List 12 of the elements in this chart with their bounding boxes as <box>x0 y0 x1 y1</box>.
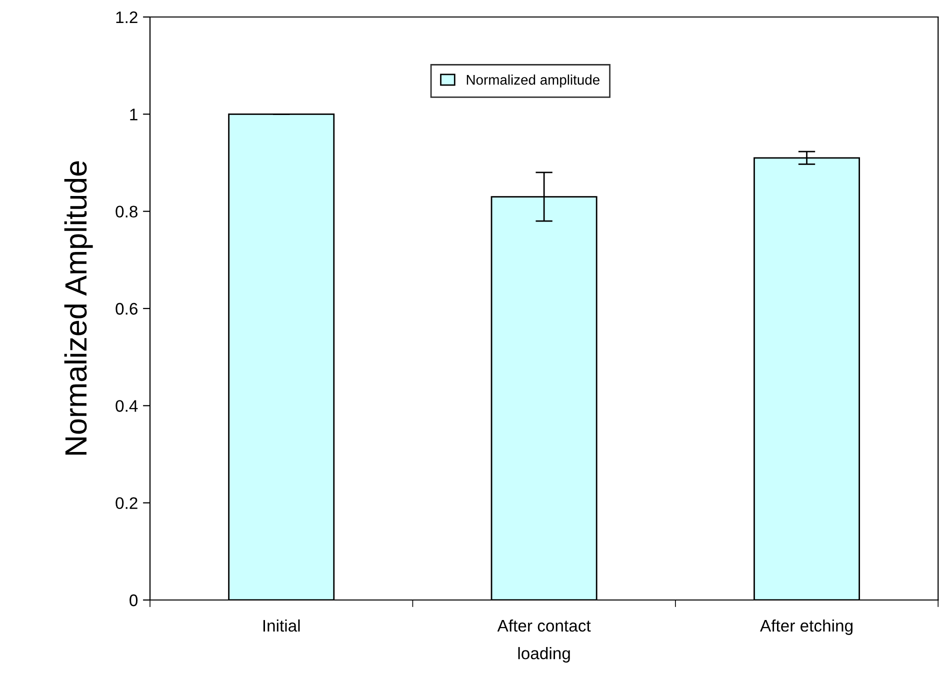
legend-label: Normalized amplitude <box>466 74 600 88</box>
x-tick-label: After contact loading <box>497 619 591 663</box>
x-tick-label: After etching <box>760 619 852 635</box>
y-tick-label: 0.6 <box>116 302 138 315</box>
y-tick-label: 0.2 <box>116 497 138 510</box>
y-tick-label: 0 <box>130 594 138 606</box>
y-tick-label: 0.8 <box>116 206 138 218</box>
y-tick-label: 1.2 <box>116 11 138 24</box>
y-tick-label: 1 <box>130 108 138 120</box>
y-axis-title: Normalized Amplitude <box>64 161 93 455</box>
y-tick-label: 0.4 <box>116 400 138 412</box>
x-tick-label: Initial <box>263 619 300 632</box>
